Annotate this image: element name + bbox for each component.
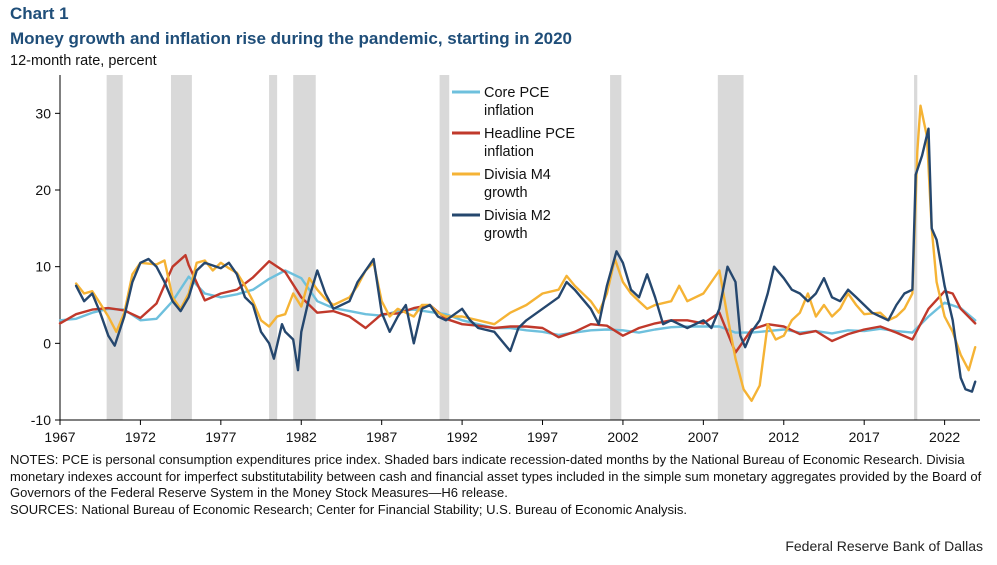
recession-bar — [439, 75, 450, 420]
chart-label: Chart 1 — [10, 4, 69, 23]
chart-title: Money growth and inflation rise during t… — [10, 29, 573, 48]
x-tick-label: 1982 — [286, 429, 317, 445]
x-tick-label: 1972 — [125, 429, 156, 445]
x-tick-label: 1992 — [447, 429, 478, 445]
x-tick-label: 2022 — [929, 429, 960, 445]
y-tick-label: 30 — [35, 105, 51, 121]
y-tick-label: -10 — [31, 412, 51, 428]
recession-bar — [914, 75, 918, 420]
legend-label: Divisia M4 growth — [484, 167, 551, 201]
credit-text: Federal Reserve Bank of Dallas — [785, 538, 983, 554]
recession-bar — [269, 75, 278, 420]
recession-bar — [610, 75, 622, 420]
recession-bar — [106, 75, 123, 420]
legend-label: Divisia M2 growth — [484, 208, 551, 242]
core-pce-line — [58, 269, 977, 337]
x-tick-label: 1967 — [44, 429, 75, 445]
chart: -10 0 10 20 30 1967 1972 1977 1982 1987 1992 1997 20… — [31, 75, 980, 445]
divisia-m2-line — [74, 127, 977, 393]
x-tick-label: 1997 — [527, 429, 558, 445]
notes-block: NOTES: PCE is personal consumption expen… — [10, 452, 985, 518]
x-tick-label: 2017 — [849, 429, 880, 445]
recession-bar — [717, 75, 744, 420]
x-tick-label: 2007 — [688, 429, 719, 445]
y-tick-label: 0 — [43, 335, 51, 351]
y-axis-unit-label: 12-month rate, percent — [10, 53, 157, 69]
recession-bar — [170, 75, 192, 420]
x-tick-label: 2012 — [768, 429, 799, 445]
x-tick-label: 1977 — [205, 429, 236, 445]
sources-text: SOURCES: National Bureau of Economic Res… — [10, 501, 688, 517]
legend-label: Headline PCE inflation — [484, 126, 575, 160]
x-tick-label: 2002 — [607, 429, 638, 445]
y-tick-label: 10 — [35, 259, 51, 275]
notes-text: NOTES: PCE is personal consumption expen… — [10, 452, 982, 500]
x-tick-label: 1987 — [366, 429, 397, 445]
y-tick-label: 20 — [35, 182, 51, 198]
legend-label: Core PCE inflation — [484, 85, 550, 119]
recession-bar — [293, 75, 316, 420]
